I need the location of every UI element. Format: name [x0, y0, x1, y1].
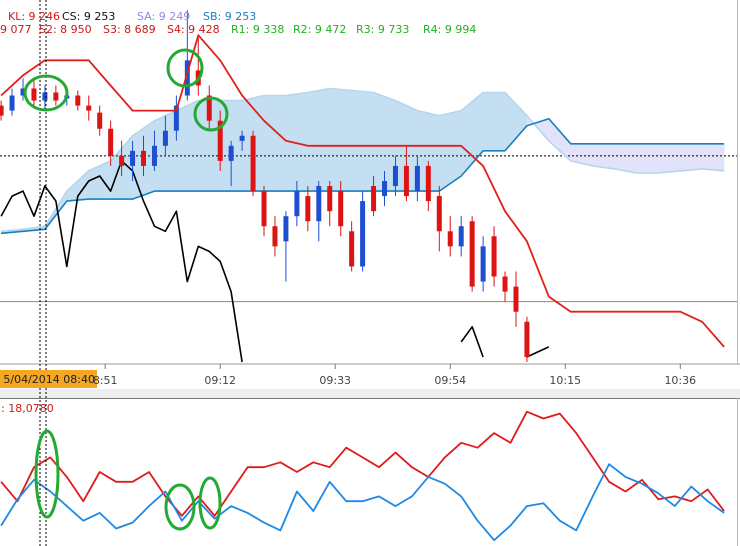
candle-body — [31, 88, 37, 101]
candle-body — [414, 165, 420, 192]
candle-body — [239, 135, 245, 141]
candle-body — [403, 165, 409, 197]
candle-body — [20, 88, 26, 96]
candle-body — [327, 186, 333, 212]
candle-body — [42, 92, 48, 101]
annotation-circle — [166, 48, 204, 88]
pivot-level: R1: 9 338 — [231, 23, 284, 36]
candle-body — [371, 186, 377, 212]
candle-body — [360, 201, 366, 267]
candle-body — [173, 105, 179, 131]
candle-body — [283, 216, 289, 242]
cloud — [263, 95, 287, 192]
cloud — [329, 88, 352, 192]
cloud — [701, 143, 725, 172]
candle-body — [162, 130, 168, 146]
candle-body — [392, 165, 398, 187]
cloud — [680, 143, 703, 172]
x-tick-label: 10:15 — [549, 374, 581, 387]
candle-body — [141, 150, 147, 166]
indicator-value: SA: 9 249 — [137, 10, 190, 23]
annotation-circle — [34, 429, 60, 519]
candle-body — [480, 246, 486, 282]
candle-body — [97, 112, 103, 129]
annotation-circle — [164, 483, 196, 531]
candle-body — [338, 191, 344, 227]
candle-body — [9, 95, 15, 111]
pivot-level: S3: 8 689 — [103, 23, 156, 36]
annotation-circle — [193, 96, 229, 132]
indicator-value: CS: 9 253 — [62, 10, 115, 23]
candle-body — [184, 60, 190, 96]
candle-body — [75, 95, 81, 106]
cursor-label-box — [0, 370, 97, 388]
candle-body — [469, 221, 475, 287]
cloud — [658, 143, 681, 174]
candle-body — [316, 186, 322, 222]
candle-body — [436, 196, 442, 232]
cloud — [614, 143, 637, 174]
cloud — [636, 143, 659, 174]
cloud — [351, 90, 374, 192]
candle-body — [217, 120, 223, 161]
cursor-label: 5/04/2014 08:40 — [3, 373, 95, 386]
x-tick-label: 09:54 — [434, 374, 466, 387]
candle-body — [108, 128, 114, 156]
candle-body — [119, 155, 125, 166]
pivot-level: R3: 9 733 — [356, 23, 409, 36]
panel-title: : 18,0780 — [1, 402, 54, 415]
pivot-level: S4: 9 428 — [167, 23, 220, 36]
candle-body — [382, 181, 388, 197]
cloud — [482, 92, 506, 152]
candle-body — [53, 92, 59, 101]
candle-body — [228, 145, 234, 161]
oscillator-line — [0, 463, 725, 542]
indicator-value: SB: 9 253 — [203, 10, 256, 23]
annotations — [23, 48, 229, 531]
candle-body — [502, 276, 508, 292]
cloud — [592, 143, 615, 170]
pivot-level: 9 077 — [0, 23, 32, 36]
pivot-level: R4: 9 994 — [423, 23, 476, 36]
candle-body — [206, 95, 212, 121]
pivot-level: S2: 8 950 — [39, 23, 92, 36]
x-tick-label: 09:33 — [319, 374, 351, 387]
pivot-level: R2: 9 472 — [293, 23, 346, 36]
candle-body — [0, 105, 4, 116]
indicator-value: KL: 9 246 — [8, 10, 60, 23]
candle-body — [524, 321, 530, 357]
x-tick-label: 09:12 — [204, 374, 236, 387]
candle-body — [261, 191, 267, 227]
indicator-line — [0, 34, 725, 348]
x-tick-label: 8:51 — [93, 374, 118, 387]
cloud — [307, 88, 330, 192]
candle-body — [458, 226, 464, 247]
x-tick-label: 10:36 — [664, 374, 696, 387]
candle-body — [86, 105, 92, 111]
candle-body — [305, 196, 311, 222]
annotation-circle — [23, 74, 69, 112]
candle-body — [130, 150, 136, 166]
candle-body — [491, 236, 497, 277]
panel-separator — [0, 389, 740, 398]
candle-body — [294, 191, 300, 217]
annotation-circle — [198, 476, 222, 530]
overlay-layer: 5/04/2014 08:40 : 18,0780 8:51 09:12 09:33… — [0, 0, 696, 546]
candle-body — [272, 226, 278, 247]
candle-body — [151, 145, 157, 166]
candle-body — [425, 165, 431, 202]
candle-body — [250, 135, 256, 192]
candle-body — [513, 286, 519, 312]
candle-body — [447, 231, 453, 247]
candle-body — [349, 231, 355, 267]
